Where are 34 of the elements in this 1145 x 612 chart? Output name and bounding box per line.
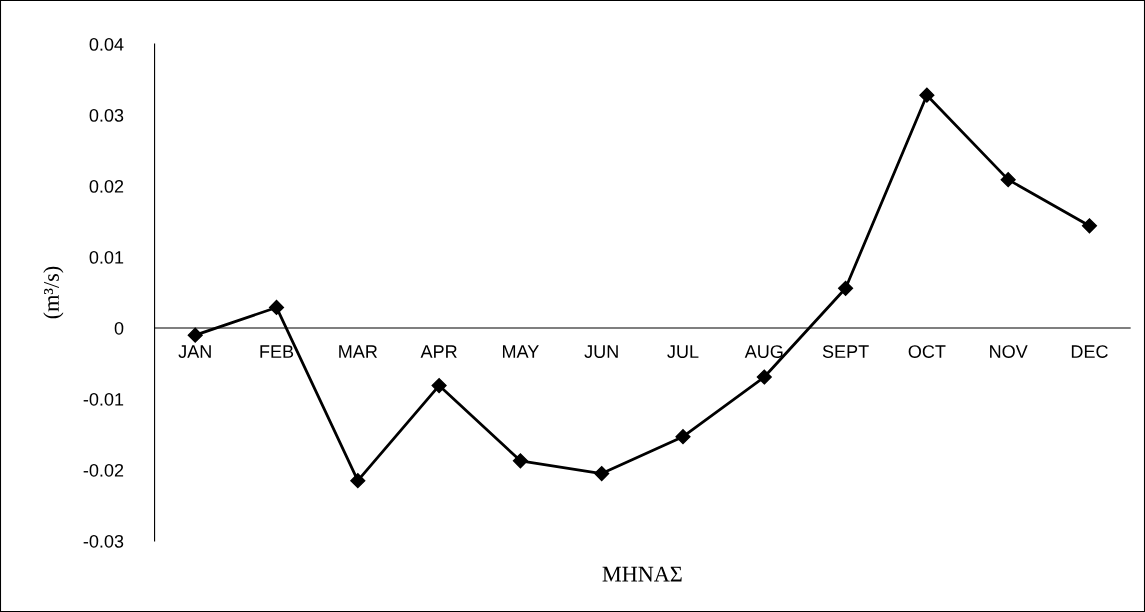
x-tick-label: DEC: [1071, 345, 1108, 358]
point: [512, 453, 528, 469]
point: [350, 473, 366, 489]
y-tick-label: -0.01: [83, 392, 124, 406]
x-tick-label: OCT: [908, 345, 946, 358]
point: [1081, 218, 1098, 234]
y-tick-label: 0.01: [89, 250, 124, 264]
point: [268, 299, 285, 316]
y-tick-label: 0.02: [89, 179, 124, 193]
y-tick-label: 0: [114, 321, 124, 335]
x-tick-label: JUL: [667, 345, 699, 358]
point: [1000, 172, 1016, 188]
x-tick-label: APR: [420, 345, 457, 358]
y-tick-label: -0.03: [83, 534, 124, 548]
point: [675, 429, 691, 445]
x-tick-label: MAR: [339, 345, 378, 358]
point: [431, 377, 447, 394]
y-axis-title: (m³/s): [43, 266, 64, 319]
x-tick-label: FEB: [260, 345, 294, 358]
point: [919, 87, 935, 103]
y-tick-label: 0.03: [89, 108, 124, 122]
point: [838, 280, 854, 296]
x-tick-label: AUG: [744, 345, 783, 358]
y-tick-label: 0.04: [89, 38, 124, 51]
point: [594, 465, 610, 482]
x-tick-label: NOV: [990, 345, 1028, 358]
x-tick-label: MAY: [502, 345, 539, 358]
point: [187, 327, 203, 343]
x-tick-label: JAN: [178, 345, 211, 358]
y-tick-label: -0.02: [83, 463, 124, 477]
x-axis-title: ΜΗΝΑΣ: [602, 566, 682, 582]
x-tick-label: SEPT: [822, 345, 869, 358]
x-tick-label: JUN: [584, 345, 618, 358]
point: [756, 369, 772, 385]
